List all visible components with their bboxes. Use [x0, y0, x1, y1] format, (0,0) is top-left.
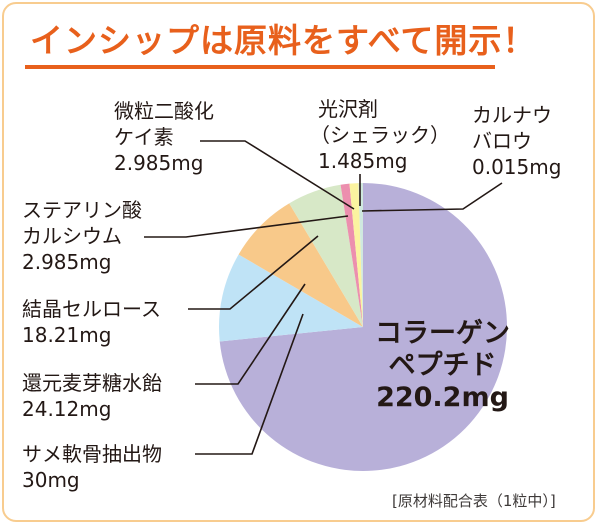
- label-silica-name2: ケイ素: [114, 125, 174, 149]
- pie-slice: [358, 183, 363, 327]
- label-cellulose-name: 結晶セルロース: [22, 297, 161, 321]
- label-maltose-name: 還元麦芽糖水飴: [22, 371, 162, 395]
- leader-line-stearate: [144, 215, 349, 238]
- label-maltose-value: 24.12mg: [22, 397, 112, 421]
- label-shark: サメ軟骨抽出物 30mg: [22, 441, 162, 493]
- title-underline: [25, 65, 495, 69]
- pie-slice: [289, 184, 363, 327]
- label-silica: 微粒二酸化 ケイ素 2.985mg: [114, 98, 214, 176]
- label-cellulose: 結晶セルロース 18.21mg: [22, 296, 161, 348]
- label-shark-name: サメ軟骨抽出物: [22, 442, 162, 466]
- leader-lines: [144, 140, 503, 455]
- label-shellac: 光沢剤 （シェラック） 1.485mg: [310, 96, 450, 174]
- label-shellac-value: 1.485mg: [318, 149, 408, 173]
- pie-slice: [238, 203, 363, 327]
- label-stearate: ステアリン酸 カルシウム 2.985mg: [22, 197, 142, 275]
- leader-line-silica: [200, 140, 355, 210]
- label-maltose: 還元麦芽糖水飴 24.12mg: [22, 370, 162, 422]
- pie-slices: [219, 183, 508, 471]
- pie-slice: [219, 183, 508, 471]
- pie-slice: [340, 183, 363, 327]
- pie-slice: [349, 183, 363, 327]
- leader-line-maltose: [195, 283, 306, 385]
- label-cellulose-value: 18.21mg: [22, 323, 112, 347]
- pie-slice: [219, 254, 363, 342]
- label-shellac-name1: 光沢剤: [318, 97, 378, 121]
- label-carnauba-name1: カルナウ: [472, 103, 552, 127]
- label-shark-value: 30mg: [22, 468, 80, 492]
- label-silica-value: 2.985mg: [114, 151, 204, 175]
- leader-line-carnauba: [361, 182, 503, 212]
- leader-line-shark: [195, 313, 304, 455]
- label-carnauba: カルナウ バロウ 0.015mg: [472, 102, 561, 180]
- label-stearate-name1: ステアリン酸: [22, 198, 142, 222]
- label-collagen-name2: ペプチド: [388, 350, 497, 381]
- label-collagen-value: 220.2mg: [376, 382, 509, 413]
- page-title: インシップは原料をすべて開示！: [30, 21, 537, 60]
- footnote-caption: [原材料配合表（1粒中）]: [392, 492, 556, 510]
- label-stearate-name2: カルシウム: [22, 224, 122, 248]
- label-stearate-value: 2.985mg: [22, 250, 112, 274]
- label-collagen-name1: コラーゲン: [375, 318, 510, 349]
- label-silica-name1: 微粒二酸化: [114, 99, 214, 123]
- label-shellac-name2: （シェラック）: [310, 123, 450, 147]
- label-carnauba-name2: バロウ: [472, 129, 532, 153]
- leader-line-cellulose: [188, 235, 319, 310]
- label-carnauba-value: 0.015mg: [472, 155, 562, 179]
- label-collagen: コラーゲン ペプチド 220.2mg: [375, 318, 510, 414]
